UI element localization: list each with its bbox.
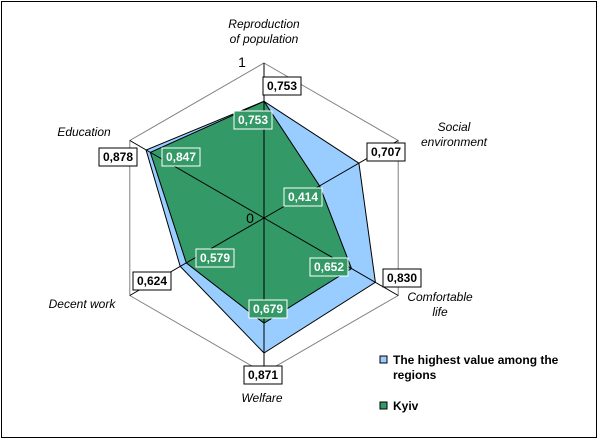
data-label-kyiv-box <box>248 299 288 319</box>
data-label-highest: 0,878 <box>103 150 133 164</box>
tick-label: 1 <box>238 54 246 70</box>
data-label-highest-box <box>262 76 302 96</box>
data-label-highest: 0,624 <box>137 274 167 288</box>
data-label-kyiv: 0,579 <box>200 251 230 265</box>
legend-swatch <box>379 401 388 410</box>
data-label-highest-box <box>382 268 422 288</box>
category-label: Education <box>57 125 111 139</box>
data-label-kyiv-box <box>161 147 201 167</box>
data-label-highest-box <box>132 271 172 291</box>
axis-spoke <box>263 217 399 296</box>
legend-label: Kyiv <box>393 399 419 413</box>
tick-label: 0 <box>246 210 254 226</box>
data-label-kyiv: 0,414 <box>288 190 318 204</box>
data-label-kyiv-box <box>283 187 323 207</box>
data-label-highest: 0,871 <box>248 368 278 382</box>
data-label-kyiv-box <box>233 110 273 130</box>
category-label: Decent work <box>49 297 117 311</box>
category-label: Reproduction of population <box>228 17 300 46</box>
data-label-kyiv: 0,753 <box>238 113 268 127</box>
axis-spoke <box>129 140 265 219</box>
data-label-highest: 0,830 <box>387 271 417 285</box>
data-label-kyiv: 0,652 <box>314 260 344 274</box>
data-label-kyiv: 0,847 <box>166 150 196 164</box>
category-label: Comfortable life <box>407 290 473 319</box>
data-label-highest: 0,707 <box>371 145 401 159</box>
data-label-highest-box <box>366 142 406 162</box>
category-label: Social environment <box>421 120 488 149</box>
data-label-highest-box <box>98 147 138 167</box>
data-label-highest-box <box>243 365 283 385</box>
data-label-kyiv: 0,679 <box>253 302 283 316</box>
category-label: Welfare <box>241 391 282 405</box>
legend-swatch <box>379 355 388 364</box>
data-label-highest: 0,753 <box>267 79 297 93</box>
data-label-kyiv-box <box>195 248 235 268</box>
legend-label: The highest value among the regions <box>393 353 559 382</box>
data-label-kyiv-box <box>309 257 349 277</box>
